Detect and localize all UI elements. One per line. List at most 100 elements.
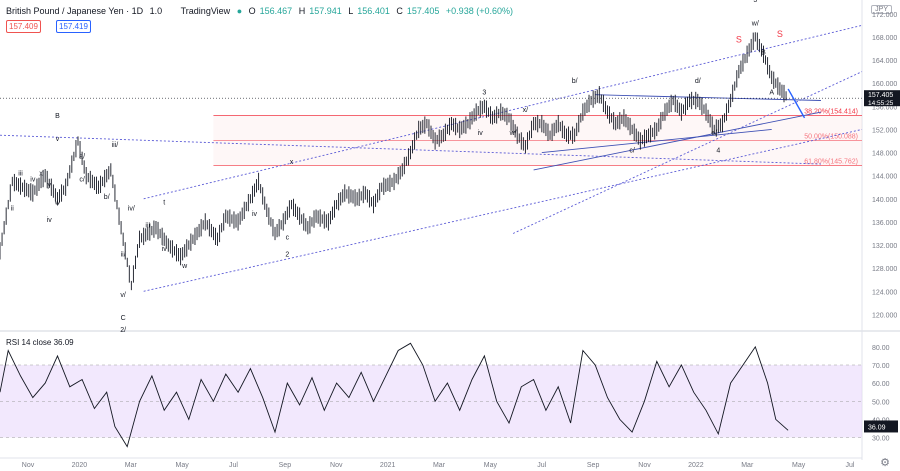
wave-label: v <box>56 136 60 143</box>
wave-label: 4 <box>716 148 720 155</box>
wave-label: iv/ <box>128 205 135 212</box>
wave-label: b/ <box>104 194 110 201</box>
wave-label: A <box>769 90 774 97</box>
trend-line <box>512 71 863 234</box>
wave-label: d/ <box>695 78 701 85</box>
rsi-tick-label: 50.00 <box>872 399 890 406</box>
wave-label: C <box>121 315 126 322</box>
rsi-band <box>0 365 862 438</box>
wave-label: x <box>39 171 43 178</box>
time-tick-label: Nov <box>638 462 651 469</box>
wave-label: c/ <box>629 148 635 155</box>
price-tick-label: 136.000 <box>872 220 897 227</box>
wave-label: 5 <box>753 0 757 4</box>
time-tick-label: Mar <box>741 462 754 469</box>
ohlc-readout: O 156.467 H 157.941 L 156.401 C 157.405 +0.9… <box>248 6 513 16</box>
wave-label: y <box>48 182 52 189</box>
rsi-tick-label: 80.00 <box>872 345 890 352</box>
price-tick-label: 168.000 <box>872 35 897 42</box>
wave-label: w <box>54 200 61 207</box>
wave-label: x/ <box>523 107 529 114</box>
wave-label: 2/ <box>120 327 126 334</box>
ask-quote[interactable]: 157.419 <box>56 20 91 33</box>
trend-line <box>541 128 772 153</box>
price-tick-label: 156.000 <box>872 104 897 111</box>
trend-line <box>595 94 821 101</box>
fib-level-label: 50.00%(150.088) <box>804 133 858 140</box>
fib-level-label: 38.20%(154.414) <box>804 108 858 115</box>
last-price-box <box>864 90 900 107</box>
wave-label: ii <box>11 205 15 212</box>
wave-label: iii <box>18 171 23 178</box>
trend-line <box>143 128 863 292</box>
wave-label: w/ <box>509 130 517 137</box>
last-price-label: 157.405 <box>868 92 893 99</box>
wave-label: c/ <box>79 176 85 183</box>
wave-label: iii <box>145 223 150 230</box>
chart-header: British Pound / Japanese Yen · 1D 1.0 Tr… <box>6 4 521 18</box>
wave-label: iii/ <box>112 142 119 149</box>
fib-level-label: 61.80%(145.762) <box>804 158 858 165</box>
time-tick-label: Sep <box>587 462 600 469</box>
wave-label: t <box>163 200 165 207</box>
price-tick-label: 148.000 <box>872 151 897 158</box>
time-tick-label: Mar <box>125 462 138 469</box>
publisher-label: TradingView <box>180 6 231 16</box>
wave-label: w <box>181 263 188 270</box>
time-tick-label: Nov <box>22 462 35 469</box>
wave-label: ii/ <box>121 252 126 259</box>
price-tick-label: 128.000 <box>872 266 897 273</box>
currency-badge[interactable]: JPY <box>871 5 892 14</box>
time-tick-label: 2021 <box>380 462 396 469</box>
red-wave-marker: S <box>777 29 783 39</box>
symbol-title[interactable]: British Pound / Japanese Yen · 1D <box>6 6 144 16</box>
projection-arrow <box>787 88 806 119</box>
wave-label: v/ <box>120 292 126 299</box>
rsi-title: RSI 14 close 36.09 <box>6 338 74 347</box>
wave-label: 3 <box>482 90 486 97</box>
wave-label: B <box>761 49 766 56</box>
wave-label: b/ <box>572 78 578 85</box>
wave-label: a/ <box>79 153 85 160</box>
rsi-tick-label: 60.00 <box>872 381 890 388</box>
wave-label: x <box>290 159 294 166</box>
time-tick-label: Jul <box>846 462 855 469</box>
price-tick-label: 144.000 <box>872 174 897 181</box>
rsi-value-box <box>864 420 898 433</box>
price-tick-label: 140.000 <box>872 197 897 204</box>
wave-label: iv <box>162 246 168 253</box>
rsi-tick-label: 30.00 <box>872 436 890 443</box>
wave-label: e/ <box>711 130 717 137</box>
time-tick-label: May <box>484 462 498 469</box>
red-wave-marker: S <box>736 35 742 45</box>
settings-gear-icon[interactable]: ⚙ <box>880 457 890 469</box>
time-tick-label: Nov <box>330 462 343 469</box>
wave-label: iv <box>252 211 258 218</box>
price-tick-label: 124.000 <box>872 289 897 296</box>
time-tick-label: Mar <box>433 462 446 469</box>
time-tick-label: May <box>792 462 806 469</box>
time-tick-label: 2020 <box>72 462 88 469</box>
countdown-label: 14:55:25 <box>868 100 894 107</box>
time-tick-label: Jul <box>229 462 238 469</box>
wave-label: c <box>286 234 290 241</box>
bid-quote[interactable]: 157.409 <box>6 20 41 33</box>
status-dot-icon: ● <box>236 6 243 16</box>
price-tick-label: 132.000 <box>872 243 897 250</box>
price-tick-label: 120.000 <box>872 312 897 319</box>
wave-label: iv <box>30 176 36 183</box>
time-tick-label: 2022 <box>688 462 704 469</box>
wave-label: 2 <box>285 252 289 259</box>
price-tick-label: 172.000 <box>872 12 897 19</box>
time-tick-label: Sep <box>279 462 292 469</box>
time-tick-label: May <box>176 462 190 469</box>
price-tick-label: 160.000 <box>872 81 897 88</box>
rsi-value-label: 36.09 <box>868 424 886 431</box>
wave-label: iv <box>47 217 53 224</box>
trend-line <box>0 134 821 165</box>
wave-label: B <box>55 113 60 120</box>
trend-line <box>533 111 822 171</box>
rsi-line <box>0 342 789 448</box>
